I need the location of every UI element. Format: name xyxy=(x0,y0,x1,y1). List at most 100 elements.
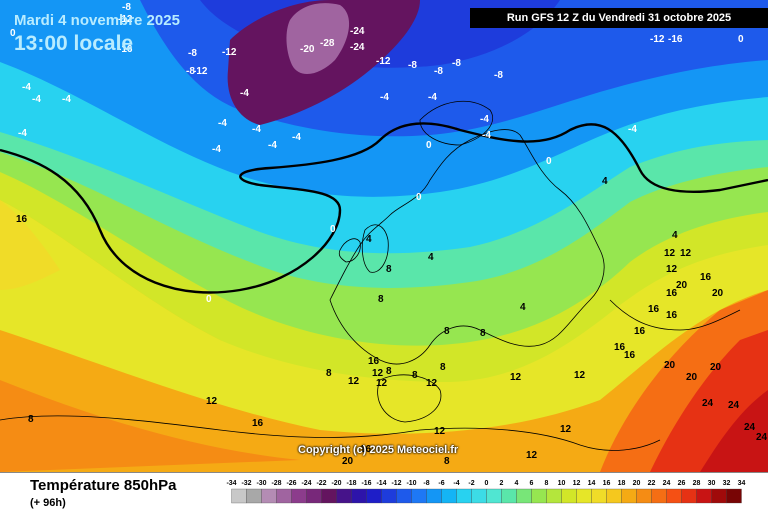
legend-swatch xyxy=(351,488,367,504)
map-temperature-label: 20 xyxy=(676,280,688,291)
temp-band-m4 xyxy=(0,60,768,254)
map-temperature-label: 4 xyxy=(520,302,526,313)
map-temperature-label: -4 xyxy=(292,132,301,143)
map-temperature-label: 0 xyxy=(426,140,432,151)
legend-swatch xyxy=(516,488,532,504)
legend-swatch xyxy=(291,488,307,504)
map-temperature-label: 12 xyxy=(666,264,678,275)
map-temperature-label: 8 xyxy=(440,362,446,373)
temp-band-8 xyxy=(0,170,768,382)
legend-swatch xyxy=(576,488,592,504)
map-temperature-label: 4 xyxy=(672,230,678,241)
legend-swatch xyxy=(276,488,292,504)
legend-swatch xyxy=(696,488,712,504)
map-temperature-label: 12 xyxy=(680,248,692,259)
map-temperature-label: -12 xyxy=(650,34,665,45)
map-temperature-label: 8 xyxy=(28,414,34,425)
forecast-date: Mardi 4 novembre 2025 xyxy=(14,12,180,29)
legend-tick: -34 xyxy=(226,480,236,487)
map-temperature-label: 12 xyxy=(372,368,384,379)
legend-swatch xyxy=(621,488,637,504)
legend-tick: 14 xyxy=(588,480,596,487)
legend-tick: -14 xyxy=(376,480,386,487)
map-temperature-label: 16 xyxy=(252,418,264,429)
legend-swatch xyxy=(531,488,547,504)
legend-tick: -2 xyxy=(468,480,474,487)
legend-tick: 28 xyxy=(693,480,701,487)
map-temperature-label: -4 xyxy=(268,140,277,151)
isotherm-0 xyxy=(0,122,768,294)
copyright-notice: Copyright (c) 2025 Meteociel.fr xyxy=(298,444,459,456)
map-temperature-label: -8 xyxy=(434,66,443,77)
legend-swatch xyxy=(456,488,472,504)
temp-band-4 xyxy=(0,150,768,346)
map-temperature-label: 16 xyxy=(700,272,712,283)
legend-tick: 16 xyxy=(603,480,611,487)
legend-tick: 18 xyxy=(618,480,626,487)
legend-tick: 32 xyxy=(723,480,731,487)
map-temperature-label: 16 xyxy=(368,356,380,367)
map-temperature-label: 24 xyxy=(728,400,740,411)
map-temperature-label: -4 xyxy=(628,124,637,135)
map-temperature-label: 12 xyxy=(348,376,360,387)
temperature-map: -8 -12 -16 0 -8 -12 -8 -12 -4 -4 -4 -4 -20 -28 -24 -24-… xyxy=(0,0,768,472)
map-temperature-label: 0 xyxy=(330,224,336,235)
run-info: Run GFS 12 Z du Vendredi 31 octobre 2025 xyxy=(470,8,768,28)
parameter-subtitle: (+ 96h) xyxy=(30,497,66,509)
map-temperature-label: 12 xyxy=(206,396,218,407)
legend-swatch xyxy=(471,488,487,504)
temp-band-18-west xyxy=(0,380,300,472)
legend-swatch xyxy=(636,488,652,504)
map-temperature-label: 16 xyxy=(614,342,626,353)
map-temperature-label: -4 xyxy=(218,118,227,129)
legend-tick: 6 xyxy=(530,480,534,487)
map-temperature-label: 8 xyxy=(386,366,392,377)
map-temperature-label: 16 xyxy=(16,214,28,225)
map-temperature-label: 12 xyxy=(434,426,446,437)
coastline-ireland xyxy=(338,238,361,263)
map-temperature-label: 12 xyxy=(526,450,538,461)
legend-tick: -22 xyxy=(316,480,326,487)
map-temperature-label: -4 xyxy=(212,144,221,155)
legend-tick: -30 xyxy=(256,480,266,487)
map-temperature-label: 0 xyxy=(416,192,422,203)
map-temperature-label: -8 xyxy=(452,58,461,69)
map-temperature-label: 20 xyxy=(342,456,354,467)
map-temperature-label: -24 xyxy=(350,26,365,37)
legend-tick: -8 xyxy=(423,480,429,487)
map-temperature-label: -8 xyxy=(122,2,131,13)
map-temperature-label: -12 xyxy=(376,56,391,67)
map-temperature-label: -16 xyxy=(118,44,133,55)
map-temperature-label: 24 xyxy=(756,432,768,443)
map-temperature-label: -12 xyxy=(222,47,237,58)
map-temperature-label: 8 xyxy=(386,264,392,275)
forecast-time: 13:00 locale xyxy=(14,32,134,55)
map-temperature-label: 20 xyxy=(712,288,724,299)
legend-swatch xyxy=(561,488,577,504)
map-temperature-label: -12 xyxy=(118,14,133,25)
map-temperature-label: -8 xyxy=(188,48,197,59)
map-temperature-label: 8 xyxy=(480,328,486,339)
map-temperature-label: -20 xyxy=(300,44,315,55)
legend-tick: -12 xyxy=(391,480,401,487)
map-temperature-label: -4 xyxy=(482,130,491,141)
legend-tick: -10 xyxy=(406,480,416,487)
coastline-turkey xyxy=(609,299,741,331)
map-temperature-label: -16 xyxy=(668,34,683,45)
legend-tick: 12 xyxy=(573,480,581,487)
legend-swatch xyxy=(396,488,412,504)
legend-swatch xyxy=(336,488,352,504)
map-temperature-label: -28 xyxy=(320,38,335,49)
map-temperature-label: 12 xyxy=(664,248,676,259)
legend-swatch xyxy=(486,488,502,504)
map-temperature-label: 0 xyxy=(206,294,212,305)
legend-tick: -4 xyxy=(453,480,459,487)
map-temperature-label: 24 xyxy=(744,422,756,433)
legend-swatch xyxy=(411,488,427,504)
map-footer: Température 850hPa (+ 96h) -34 -32 -30 -28-… xyxy=(0,472,768,513)
map-temperature-label: -24 xyxy=(350,42,365,53)
legend-swatch xyxy=(441,488,457,504)
map-temperature-label: -12 xyxy=(193,66,208,77)
coastline-europe xyxy=(329,129,605,365)
map-temperature-label: 20 xyxy=(710,362,722,373)
